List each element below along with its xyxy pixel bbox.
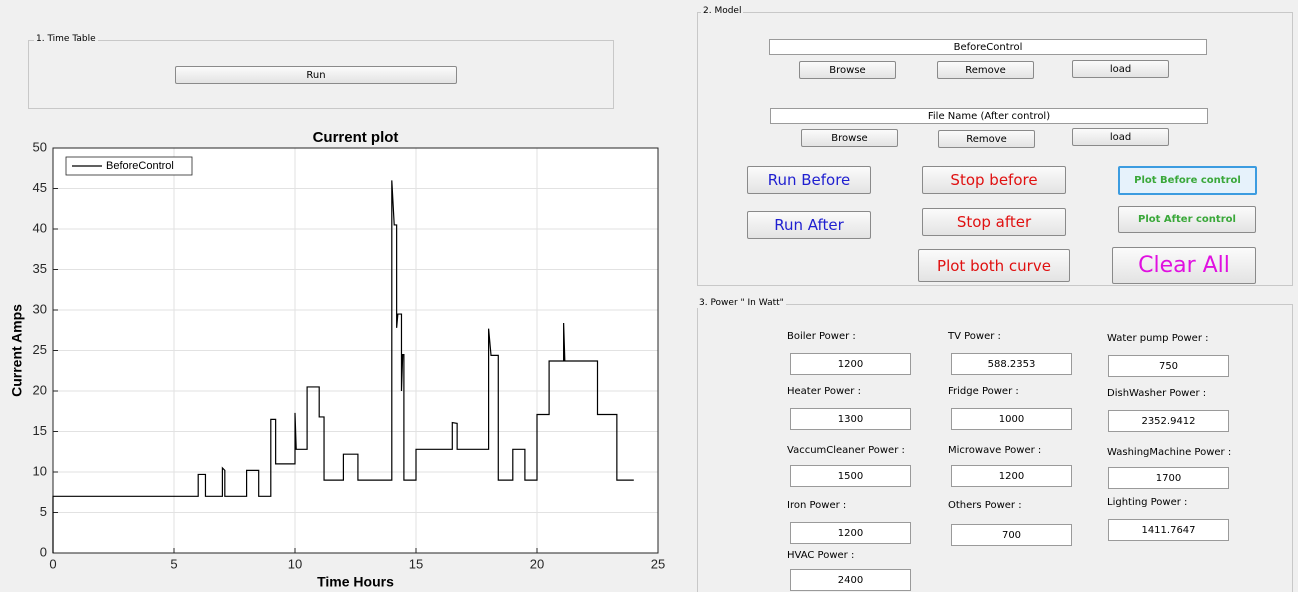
row1-button[interactable]: Remove <box>937 61 1034 79</box>
y-tick-label: 15 <box>33 423 47 438</box>
y-tick-label: 25 <box>33 342 47 357</box>
power-input[interactable]: 1411.7647 <box>1108 519 1229 541</box>
action-button[interactable]: Clear All <box>1112 247 1256 284</box>
y-tick-label: 35 <box>33 261 47 276</box>
power-label: WashingMachine Power : <box>1107 447 1232 458</box>
power-label: Boiler Power : <box>787 331 856 342</box>
power-input[interactable]: 2400 <box>790 569 911 591</box>
action-button[interactable]: Plot both curve <box>918 249 1070 282</box>
power-label: Heater Power : <box>787 386 861 397</box>
power-label: HVAC Power : <box>787 550 855 561</box>
y-tick-label: 5 <box>40 504 47 519</box>
y-tick-label: 40 <box>33 220 47 235</box>
action-button[interactable]: Stop before <box>922 166 1066 194</box>
y-tick-label: 10 <box>33 463 47 478</box>
y-tick-label: 20 <box>33 382 47 397</box>
legend-label: BeforeControl <box>106 160 174 172</box>
file-after-field[interactable]: File Name (After control) <box>770 108 1208 124</box>
power-label: Fridge Power : <box>948 386 1019 397</box>
power-label: TV Power : <box>948 331 1001 342</box>
power-panel <box>697 304 1293 592</box>
power-label: Others Power : <box>948 500 1022 511</box>
power-panel-title: 3. Power " In Watt" <box>697 298 786 308</box>
power-input[interactable]: 1200 <box>790 522 911 544</box>
power-label: Water pump Power : <box>1107 333 1209 344</box>
y-tick-label: 30 <box>33 301 47 316</box>
power-label: Iron Power : <box>787 500 847 511</box>
y-axis-label: Current Amps <box>9 304 25 397</box>
file-before-field[interactable]: BeforeControl <box>769 39 1207 55</box>
x-tick-label: 15 <box>409 556 423 571</box>
power-input[interactable]: 1700 <box>1108 467 1229 489</box>
run-button[interactable]: Run <box>175 66 457 84</box>
action-button[interactable]: Plot After control <box>1118 206 1256 233</box>
power-label: DishWasher Power : <box>1107 388 1207 399</box>
time-table-panel <box>28 40 614 109</box>
model-panel <box>697 12 1293 286</box>
current-plot: 0 5 10 15 20 25 0 5 10 15 20 25 30 35 40 45 50 Current pl… <box>9 129 666 590</box>
x-tick-label: 5 <box>170 556 177 571</box>
power-input[interactable]: 1200 <box>790 353 911 375</box>
x-tick-label: 25 <box>651 556 665 571</box>
y-tick-label: 0 <box>40 544 47 559</box>
x-tick-label: 0 <box>49 556 56 571</box>
legend-box <box>65 156 193 176</box>
x-tick-label: 20 <box>530 556 544 571</box>
chart-title: Current plot <box>313 129 399 146</box>
power-input[interactable]: 750 <box>1108 355 1229 377</box>
x-axis-label: Time Hours <box>317 574 394 590</box>
row1-button[interactable]: Browse <box>799 61 896 79</box>
power-input[interactable]: 1000 <box>951 408 1072 430</box>
power-input[interactable]: 1500 <box>790 465 911 487</box>
row2-button[interactable]: Remove <box>938 130 1035 148</box>
model-panel-title: 2. Model <box>701 6 744 16</box>
power-input[interactable]: 1200 <box>951 465 1072 487</box>
action-button[interactable]: Stop after <box>922 208 1066 236</box>
row2-button[interactable]: load <box>1072 128 1169 146</box>
row1-button[interactable]: load <box>1072 60 1169 78</box>
action-button[interactable]: Run After <box>747 211 871 239</box>
power-input[interactable]: 700 <box>951 524 1072 546</box>
y-tick-label: 45 <box>33 180 47 195</box>
y-tick-label: 50 <box>33 139 47 154</box>
axes-box <box>52 147 659 554</box>
action-button[interactable]: Run Before <box>747 166 871 194</box>
power-label: Lighting Power : <box>1107 497 1188 508</box>
action-button[interactable]: Plot Before control <box>1118 166 1257 195</box>
x-tick-label: 10 <box>288 556 302 571</box>
time-table-panel-title: 1. Time Table <box>34 34 98 44</box>
power-input[interactable]: 1300 <box>790 408 911 430</box>
power-input[interactable]: 2352.9412 <box>1108 410 1229 432</box>
power-label: Microwave Power : <box>948 445 1042 456</box>
row2-button[interactable]: Browse <box>801 129 898 147</box>
data-line <box>52 180 634 553</box>
power-input[interactable]: 588.2353 <box>951 353 1072 375</box>
power-label: VaccumCleaner Power : <box>787 445 905 456</box>
